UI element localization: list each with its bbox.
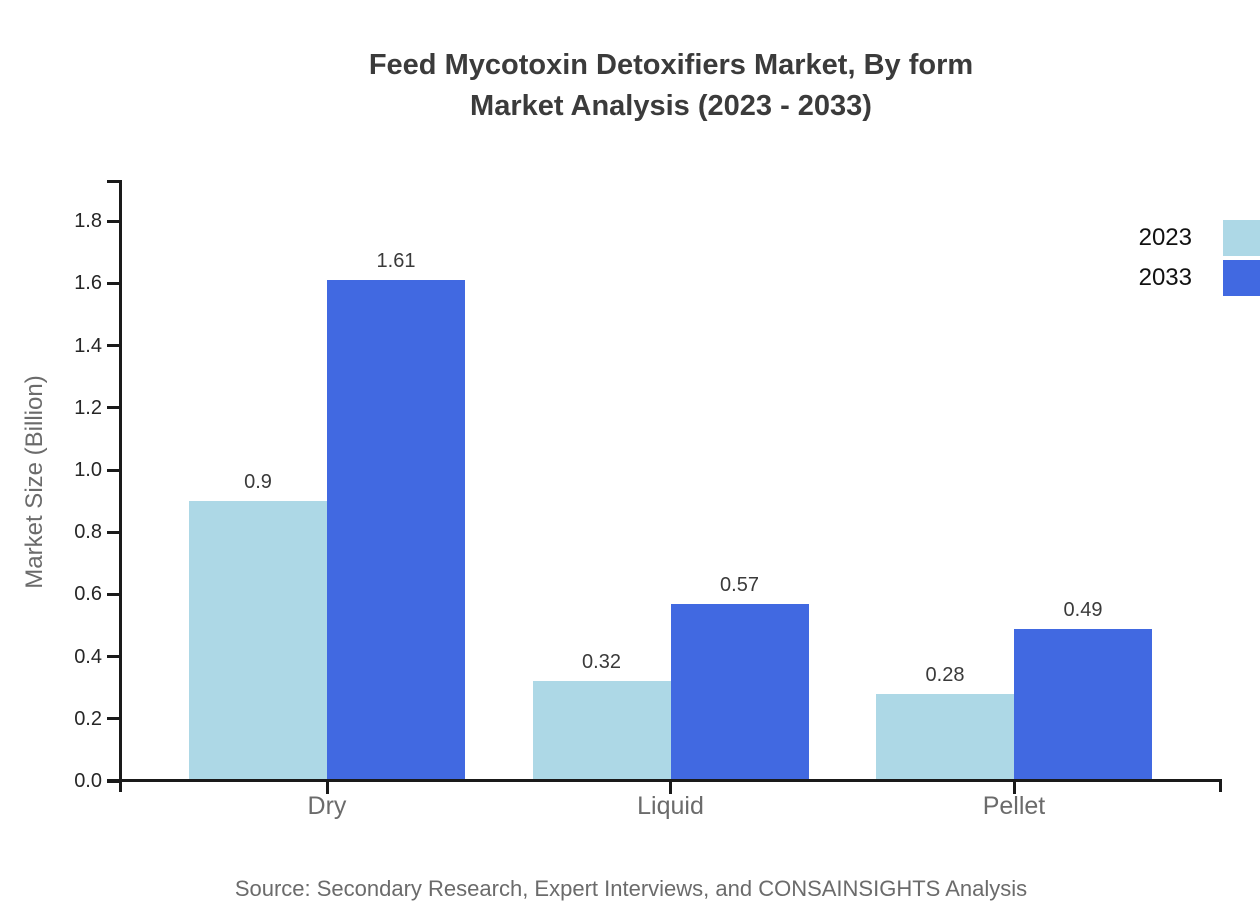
y-tick-mark (107, 468, 120, 472)
y-tick-mark (107, 592, 120, 596)
x-tick-mark (325, 782, 329, 794)
bar-2023-pellet (876, 693, 1014, 781)
x-category-label: Dry (307, 792, 347, 820)
bar-value-label: 0.49 (1063, 598, 1103, 621)
bar-2023-dry (189, 501, 327, 781)
legend-label: 2023 (1138, 224, 1192, 251)
bar-value-label: 0.9 (244, 471, 272, 494)
y-axis-end-cap (107, 180, 122, 183)
x-tick-mark (669, 782, 672, 794)
y-axis-line (119, 180, 122, 792)
y-tick-mark (107, 219, 120, 223)
x-tick-mark (1012, 782, 1016, 794)
y-tick-label: 1.4 (74, 334, 102, 357)
y-tick-label: 1.8 (74, 210, 102, 233)
bar-value-label: 0.28 (925, 663, 965, 686)
chart-title-line2: Market Analysis (2023 - 2033) (470, 90, 872, 122)
legend-swatch-2023 (1223, 220, 1260, 256)
bar-value-label: 0.57 (720, 573, 759, 596)
chart-title: Feed Mycotoxin Detoxifiers Market, By fo… (120, 45, 1222, 127)
bar-value-label: 0.32 (582, 651, 621, 674)
y-tick-label: 0.8 (74, 521, 102, 544)
y-tick-label: 0.4 (74, 645, 102, 668)
y-tick-mark (107, 717, 120, 721)
bar-value-label: 1.61 (376, 250, 416, 273)
legend-item-2023: 2023 (1139, 220, 1260, 256)
y-tick-label: 0.2 (74, 707, 102, 730)
x-category-label: Liquid (637, 792, 704, 820)
y-axis-title: Market Size (Billion) (21, 375, 48, 589)
bar-2033-pellet (1014, 628, 1152, 781)
y-tick-label: 0.6 (74, 583, 102, 606)
y-tick-mark (107, 344, 120, 348)
y-tick-mark (107, 530, 120, 534)
y-tick-label: 1.0 (74, 459, 102, 481)
y-tick-mark (107, 406, 120, 410)
y-tick-mark (107, 779, 120, 783)
x-axis-end-cap (1219, 779, 1222, 792)
y-tick-label: 1.2 (74, 396, 102, 419)
y-tick-mark (107, 281, 120, 285)
legend: 2023 2033 (1139, 220, 1260, 300)
chart-title-line1: Feed Mycotoxin Detoxifiers Market, By fo… (368, 49, 974, 81)
bar-2033-dry (327, 280, 465, 781)
x-axis-line (107, 779, 1222, 782)
bar-2033-liquid (670, 603, 809, 781)
source-note: Source: Secondary Research, Expert Inter… (234, 876, 1028, 901)
bar-2023-liquid (532, 681, 671, 781)
x-category-label: Pellet (982, 792, 1046, 820)
y-tick-label: 1.6 (74, 272, 102, 295)
y-tick-mark (107, 655, 120, 659)
y-tick-label: 0.0 (74, 770, 102, 792)
legend-label: 2033 (1138, 264, 1192, 291)
legend-item-2033: 2033 (1139, 260, 1260, 296)
legend-swatch-2033 (1223, 260, 1260, 296)
